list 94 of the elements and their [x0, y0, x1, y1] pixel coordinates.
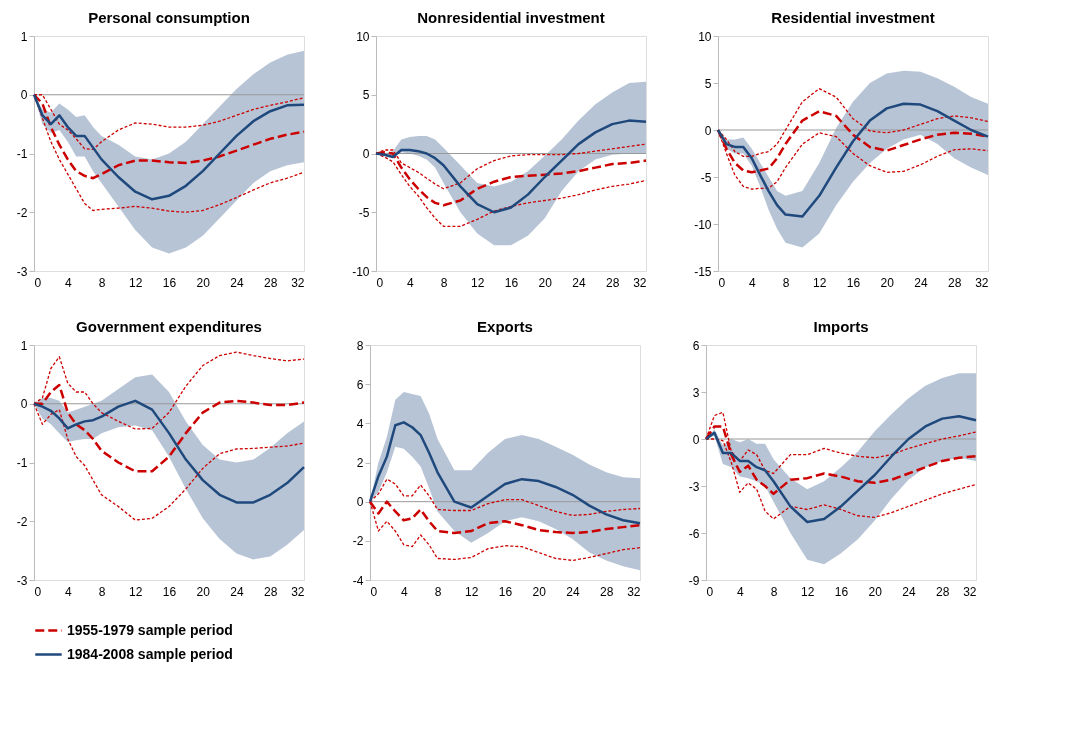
- x-tick-label: 28: [264, 275, 278, 290]
- y-tick-label: 10: [698, 29, 712, 44]
- x-tick-label: 16: [834, 584, 849, 599]
- y-tick-label: -15: [694, 264, 712, 279]
- x-tick-label: 32: [963, 584, 977, 599]
- legend-label: 1955-1979 sample period: [67, 621, 233, 638]
- x-tick-label: 20: [880, 275, 895, 290]
- x-tick-label: 12: [813, 275, 827, 290]
- x-tick-label: 24: [566, 584, 580, 599]
- chart-title: Exports: [477, 318, 533, 335]
- x-tick-label: 4: [64, 275, 72, 290]
- x-tick-label: 8: [434, 584, 442, 599]
- y-tick-label: -10: [352, 264, 370, 279]
- chart-title: Imports: [813, 318, 869, 335]
- x-tick-label: 32: [975, 275, 989, 290]
- x-tick-label: 12: [471, 275, 485, 290]
- x-tick-label: 24: [902, 584, 916, 599]
- y-tick-label: 8: [356, 338, 364, 353]
- y-tick-label: 5: [362, 88, 370, 103]
- y-tick-label: -5: [700, 170, 712, 185]
- x-tick-label: 8: [440, 275, 448, 290]
- x-tick-label: 28: [936, 584, 950, 599]
- x-tick-label: 28: [606, 275, 620, 290]
- y-tick-label: -2: [16, 205, 28, 220]
- x-tick-label: 20: [196, 275, 211, 290]
- y-tick-label: 0: [362, 147, 370, 161]
- legend-label: 1984-2008 sample period: [67, 645, 233, 662]
- x-tick-label: 32: [291, 584, 305, 599]
- x-tick-label: 24: [572, 275, 586, 290]
- y-tick-label: -3: [688, 479, 700, 494]
- x-tick-label: 8: [770, 584, 778, 599]
- x-tick-label: 28: [600, 584, 614, 599]
- x-tick-label: 4: [400, 584, 408, 599]
- y-tick-label: -10: [694, 217, 712, 232]
- x-tick-label: 16: [162, 584, 177, 599]
- x-tick-label: 24: [914, 275, 928, 290]
- y-tick-label: 0: [692, 432, 700, 447]
- x-tick-label: 12: [129, 275, 143, 290]
- y-tick-label: -3: [16, 264, 28, 279]
- x-tick-label: 28: [948, 275, 962, 290]
- y-tick-label: -1: [16, 456, 28, 470]
- x-tick-label: 20: [538, 275, 553, 290]
- y-tick-label: 0: [20, 88, 28, 103]
- x-tick-label: 28: [264, 584, 278, 599]
- x-tick-label: 20: [196, 584, 211, 599]
- x-tick-label: 0: [376, 275, 384, 290]
- x-tick-label: 24: [230, 584, 244, 599]
- x-tick-label: 0: [718, 275, 726, 290]
- x-tick-label: 8: [98, 584, 106, 599]
- chart-title: Nonresidential investment: [417, 9, 605, 26]
- y-tick-label: -2: [352, 534, 364, 549]
- chart-title: Government expenditures: [76, 318, 262, 335]
- x-tick-label: 4: [64, 584, 72, 599]
- x-tick-label: 12: [129, 584, 143, 599]
- y-tick-label: 0: [704, 123, 712, 138]
- chart-title: Residential investment: [771, 9, 935, 26]
- y-tick-label: -6: [688, 526, 700, 541]
- x-tick-label: 16: [846, 275, 861, 290]
- x-tick-label: 8: [98, 275, 106, 290]
- x-tick-label: 12: [465, 584, 479, 599]
- chart-title: Personal consumption: [88, 9, 250, 26]
- x-tick-label: 0: [34, 584, 42, 599]
- x-tick-label: 0: [34, 275, 42, 290]
- y-tick-label: 1: [20, 338, 28, 353]
- y-tick-label: 1: [20, 29, 28, 44]
- y-tick-label: 5: [704, 76, 712, 91]
- y-tick-label: 6: [356, 377, 364, 392]
- y-tick-label: 10: [356, 29, 370, 44]
- x-tick-label: 4: [736, 584, 744, 599]
- x-tick-label: 12: [801, 584, 815, 599]
- y-tick-label: -2: [16, 514, 28, 529]
- y-tick-label: 0: [20, 397, 28, 412]
- y-tick-label: 2: [356, 456, 364, 470]
- x-tick-label: 32: [291, 275, 305, 290]
- x-tick-label: 16: [498, 584, 513, 599]
- y-tick-label: 4: [356, 416, 364, 431]
- y-tick-label: -3: [16, 573, 28, 588]
- x-tick-label: 32: [633, 275, 647, 290]
- x-tick-label: 20: [868, 584, 883, 599]
- y-tick-label: -9: [688, 573, 700, 588]
- y-tick-label: 0: [356, 495, 364, 510]
- x-tick-label: 16: [504, 275, 519, 290]
- y-tick-label: -1: [16, 147, 28, 161]
- y-tick-label: -4: [352, 573, 364, 588]
- x-tick-label: 24: [230, 275, 244, 290]
- x-tick-label: 8: [782, 275, 790, 290]
- x-tick-label: 20: [532, 584, 547, 599]
- x-tick-label: 4: [406, 275, 414, 290]
- y-tick-label: 3: [692, 385, 700, 400]
- y-tick-label: 6: [692, 338, 700, 353]
- y-tick-label: -5: [358, 205, 370, 220]
- x-tick-label: 32: [627, 584, 641, 599]
- x-tick-label: 4: [748, 275, 756, 290]
- x-tick-label: 16: [162, 275, 177, 290]
